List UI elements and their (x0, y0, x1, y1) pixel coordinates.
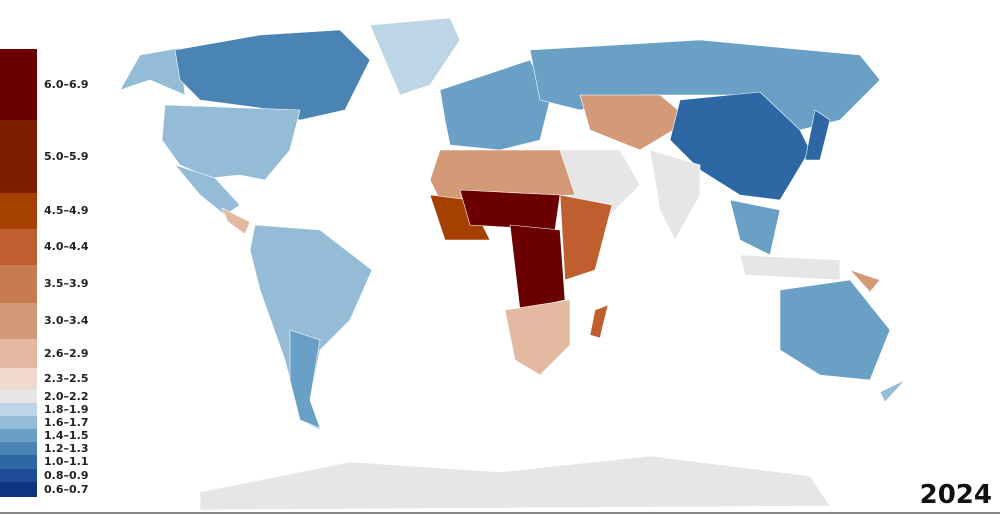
legend-label: 1.4–1.5 (44, 428, 89, 442)
legend-label: 2.0–2.2 (44, 389, 89, 403)
legend-swatch (0, 49, 37, 120)
legend-label: 4.5–4.9 (44, 204, 89, 217)
legend-label: 0.8–0.9 (44, 468, 89, 482)
legend-bin: 0.6–0.7 (0, 482, 140, 497)
region-papua (849, 269, 881, 293)
legend-swatch (0, 120, 37, 193)
legend-swatch (0, 455, 37, 469)
region-southeast-asia (729, 199, 781, 256)
legend-bin: 0.8–0.9 (0, 469, 140, 482)
legend-label: 1.6–1.7 (44, 415, 89, 429)
legend-label: 5.0–5.9 (44, 149, 89, 163)
region-indonesia (739, 254, 841, 281)
legend-label: 2.6–2.9 (44, 346, 89, 360)
region-australia (779, 279, 891, 381)
region-china (669, 91, 811, 201)
legend-label: 3.5–3.9 (44, 277, 89, 290)
legend-bin: 6.0–6.9 (0, 49, 140, 120)
legend-swatch (0, 403, 37, 416)
legend-bin: 4.5–4.9 (0, 193, 140, 229)
legend-bin: 1.2–1.3 (0, 442, 140, 455)
legend-swatch (0, 339, 37, 368)
legend-swatch (0, 229, 37, 265)
legend-label: 3.0–3.4 (44, 314, 89, 327)
region-central-america (221, 207, 251, 235)
legend-bin: 1.8–1.9 (0, 403, 140, 416)
legend-bin: 2.6–2.9 (0, 339, 140, 368)
legend-swatch (0, 469, 37, 482)
legend-label: 1.0–1.1 (44, 455, 89, 468)
legend-swatch (0, 193, 37, 229)
region-greenland (369, 17, 461, 96)
legend-bin: 5.0–5.9 (0, 120, 140, 193)
region-west-africa (429, 194, 491, 241)
region-europe (439, 59, 551, 151)
legend-bin: 4.0–4.4 (0, 229, 140, 265)
legend-bin: 2.0–2.2 (0, 390, 140, 403)
legend-bin: 2.3–2.5 (0, 368, 140, 390)
legend-swatch (0, 368, 37, 390)
region-mexico (174, 164, 241, 216)
region-canada (174, 29, 371, 121)
legend-swatch (0, 429, 37, 442)
region-sahel (459, 189, 561, 231)
region-usa (161, 104, 301, 181)
legend-label: 1.8–1.9 (44, 402, 89, 416)
legend-label: 1.2–1.3 (44, 441, 89, 455)
legend-bin: 1.4–1.5 (0, 429, 140, 442)
region-central-africa (509, 224, 566, 311)
region-japan (804, 109, 831, 161)
region-antarctica (199, 455, 831, 511)
legend-swatch (0, 482, 37, 497)
region-india (649, 149, 701, 241)
legend-swatch (0, 265, 37, 303)
region-alaska (119, 47, 186, 96)
legend-swatch (0, 303, 37, 339)
legend-bin: 3.0–3.4 (0, 303, 140, 339)
legend-label: 2.3–2.5 (44, 372, 89, 385)
region-central-asia (579, 94, 691, 151)
region-southern-cone (289, 329, 321, 429)
region-east-africa (559, 194, 613, 281)
legend-label: 6.0–6.9 (44, 77, 89, 91)
region-south-america (249, 224, 373, 431)
legend-label: 4.0–4.4 (44, 240, 89, 253)
region-new-zealand (879, 379, 906, 403)
year-label: 2024 (919, 480, 992, 510)
legend-bin: 3.5–3.9 (0, 265, 140, 303)
legend-label: 0.6–0.7 (44, 482, 89, 496)
legend-swatch (0, 416, 37, 429)
baseline (0, 512, 1000, 514)
legend-bin: 1.6–1.7 (0, 416, 140, 429)
legend-swatch (0, 442, 37, 455)
region-southern-africa (504, 299, 571, 376)
region-madagascar (589, 304, 609, 339)
legend-swatch (0, 390, 37, 403)
legend-bin: 1.0–1.1 (0, 455, 140, 469)
